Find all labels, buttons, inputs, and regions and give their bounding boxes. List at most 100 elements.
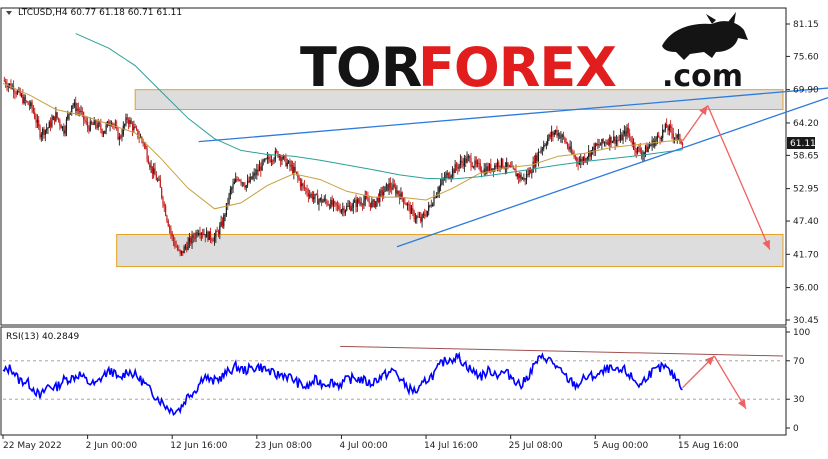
candle-body xyxy=(524,178,526,180)
candle-body xyxy=(3,80,5,82)
candle xyxy=(670,120,672,133)
candle xyxy=(53,116,56,125)
candle-body xyxy=(400,192,402,200)
candle-body xyxy=(475,160,477,164)
candle xyxy=(474,156,476,171)
candle-body xyxy=(410,207,413,214)
candle-body xyxy=(254,172,257,176)
candle-body xyxy=(618,140,620,142)
candle xyxy=(360,197,362,207)
candle xyxy=(543,140,545,152)
candle-body xyxy=(592,146,594,151)
candle xyxy=(26,100,28,104)
candle-body xyxy=(166,215,168,221)
candle xyxy=(299,178,302,191)
candle-body xyxy=(619,134,621,141)
candle-body xyxy=(557,133,559,136)
rsi-label: RSI(13) 40.2849 xyxy=(6,332,79,342)
candle xyxy=(338,202,340,211)
candle xyxy=(439,178,442,192)
candle-body xyxy=(569,146,571,150)
rsi-panel-frame xyxy=(0,326,787,436)
candle-body xyxy=(523,178,525,179)
candle xyxy=(533,155,536,169)
candle xyxy=(334,200,336,208)
candle-body xyxy=(553,132,555,135)
candle xyxy=(9,83,11,89)
candle xyxy=(475,156,477,168)
candle xyxy=(319,197,321,203)
candle-body xyxy=(198,233,200,235)
candle-body xyxy=(178,249,180,251)
candle-body xyxy=(459,160,462,165)
candle-body xyxy=(102,133,105,135)
candle xyxy=(317,189,319,205)
candle xyxy=(359,196,361,207)
candle xyxy=(611,140,614,144)
candle xyxy=(541,146,543,156)
bull-icon xyxy=(662,12,748,60)
candle-body xyxy=(392,184,394,190)
candle-body xyxy=(615,140,618,144)
candle xyxy=(531,169,533,179)
candle-body xyxy=(142,140,144,144)
candle xyxy=(515,164,517,177)
candle xyxy=(301,178,303,192)
candle-body xyxy=(314,194,316,198)
candle xyxy=(176,244,179,252)
candle xyxy=(445,171,447,183)
candle xyxy=(595,142,598,147)
candle xyxy=(92,121,94,125)
candle-body xyxy=(109,124,111,126)
candle-body xyxy=(209,231,212,240)
candle xyxy=(143,142,146,150)
candle-body xyxy=(153,168,155,174)
candle xyxy=(34,107,36,120)
candle-body xyxy=(227,203,229,204)
zones-layer xyxy=(116,89,784,268)
candle xyxy=(257,164,259,176)
candle-body xyxy=(248,180,250,183)
candle xyxy=(184,243,187,251)
candle xyxy=(432,202,434,207)
candle xyxy=(387,184,389,192)
candle xyxy=(416,214,418,224)
candle xyxy=(454,159,456,174)
candle xyxy=(328,203,331,210)
candle-body xyxy=(272,160,274,162)
candle xyxy=(149,161,151,171)
candle xyxy=(75,96,77,116)
candle xyxy=(578,156,581,166)
price-forecast-arrow-2-shaft xyxy=(707,105,771,250)
candle xyxy=(535,152,537,173)
candle-body xyxy=(504,168,506,169)
candle xyxy=(133,120,135,134)
candle xyxy=(83,111,85,126)
candle-body xyxy=(265,158,267,160)
candle xyxy=(167,218,169,227)
candles-layer xyxy=(3,76,684,257)
candle xyxy=(191,230,193,249)
candle xyxy=(412,202,414,217)
candle xyxy=(528,167,530,178)
candle xyxy=(506,157,508,174)
candle xyxy=(135,125,138,131)
candle-body xyxy=(258,166,261,172)
candle xyxy=(7,83,9,93)
candle-body xyxy=(574,156,577,158)
candle-body xyxy=(10,83,12,89)
candle xyxy=(574,155,577,161)
candle xyxy=(629,128,631,142)
candle-body xyxy=(94,120,97,126)
candle xyxy=(469,155,471,163)
candle xyxy=(354,197,356,203)
candle-body xyxy=(163,204,165,206)
candle xyxy=(154,162,156,176)
candle-body xyxy=(324,198,327,201)
candle xyxy=(109,120,111,132)
candle xyxy=(408,200,410,212)
candle-body xyxy=(199,233,201,235)
candle xyxy=(457,162,459,175)
candle-body xyxy=(270,160,272,162)
candle-body xyxy=(342,208,344,211)
